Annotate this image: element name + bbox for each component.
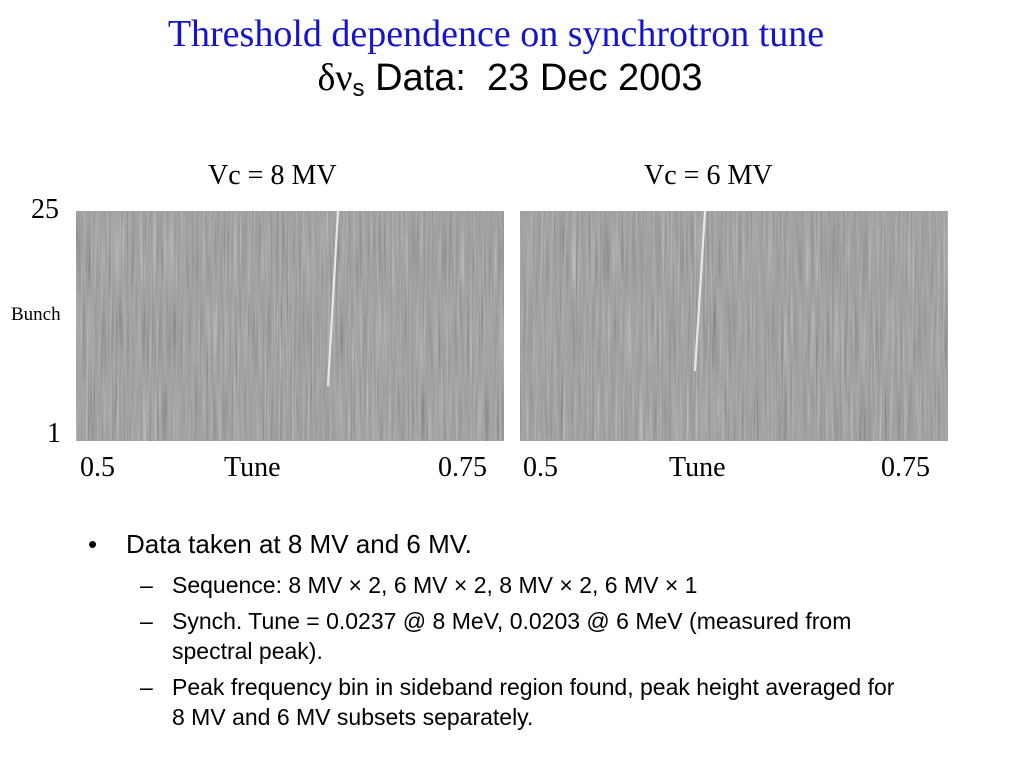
spectrogram-plot-6mv — [520, 211, 948, 441]
bullet-mark: • — [88, 529, 98, 559]
x-axis-max-label-8mv: 0.75 — [438, 452, 487, 483]
subtitle-date-text: Data: 23 Dec 2003 — [364, 57, 703, 99]
spectrogram-plot-8mv — [76, 211, 504, 441]
y-axis-bottom-label: 1 — [47, 418, 61, 449]
sub-bullet-item: – Peak frequency bin in sideband region … — [88, 672, 988, 732]
x-axis-min-label-6mv: 0.5 — [523, 452, 558, 483]
sub-bullet-text: Sequence: 8 MV × 2, 6 MV × 2, 8 MV × 2, … — [172, 572, 698, 598]
sub-bullet-text: Peak frequency bin in sideband region fo… — [172, 674, 895, 730]
synchrotron-line-8mv — [326, 211, 340, 387]
slide-subtitle: δνs Data: 23 Dec 2003 — [0, 56, 1020, 111]
x-axis-min-label-8mv: 0.5 — [80, 452, 115, 483]
dash-mark: – — [140, 572, 153, 598]
sub-bullet-text: Synch. Tune = 0.0237 @ 8 MeV, 0.0203 @ 6… — [172, 608, 852, 664]
x-axis-label-8mv: Tune — [224, 452, 281, 483]
sub-bullet-item: – Sequence: 8 MV × 2, 6 MV × 2, 8 MV × 2… — [88, 570, 988, 600]
y-axis-top-label: 25 — [31, 194, 59, 225]
spectrogram-6mv-image — [520, 211, 948, 441]
plot-title-8mv: Vc = 8 MV — [208, 160, 337, 191]
synchrotron-line-6mv — [693, 211, 707, 372]
dash-mark: – — [140, 674, 153, 700]
bullet-list: • Data taken at 8 MV and 6 MV. – Sequenc… — [88, 528, 988, 732]
bullet-item: • Data taken at 8 MV and 6 MV. — [88, 528, 988, 560]
nu-subscript: s — [352, 75, 365, 102]
slide-title: Threshold dependence on synchrotron tune — [167, 13, 825, 55]
x-axis-label-6mv: Tune — [669, 452, 726, 483]
y-axis-label: Bunch — [11, 304, 61, 325]
sub-bullet-item: – Synch. Tune = 0.0237 @ 8 MeV, 0.0203 @… — [88, 606, 988, 666]
plot-title-6mv: Vc = 6 MV — [644, 160, 773, 191]
bullet-text: Data taken at 8 MV and 6 MV. — [126, 529, 472, 559]
nu-symbol: ν — [335, 57, 353, 99]
delta-symbol: δ — [317, 57, 336, 99]
spectrogram-8mv-image — [76, 211, 504, 441]
dash-mark: – — [140, 608, 153, 634]
x-axis-max-label-6mv: 0.75 — [881, 452, 930, 483]
